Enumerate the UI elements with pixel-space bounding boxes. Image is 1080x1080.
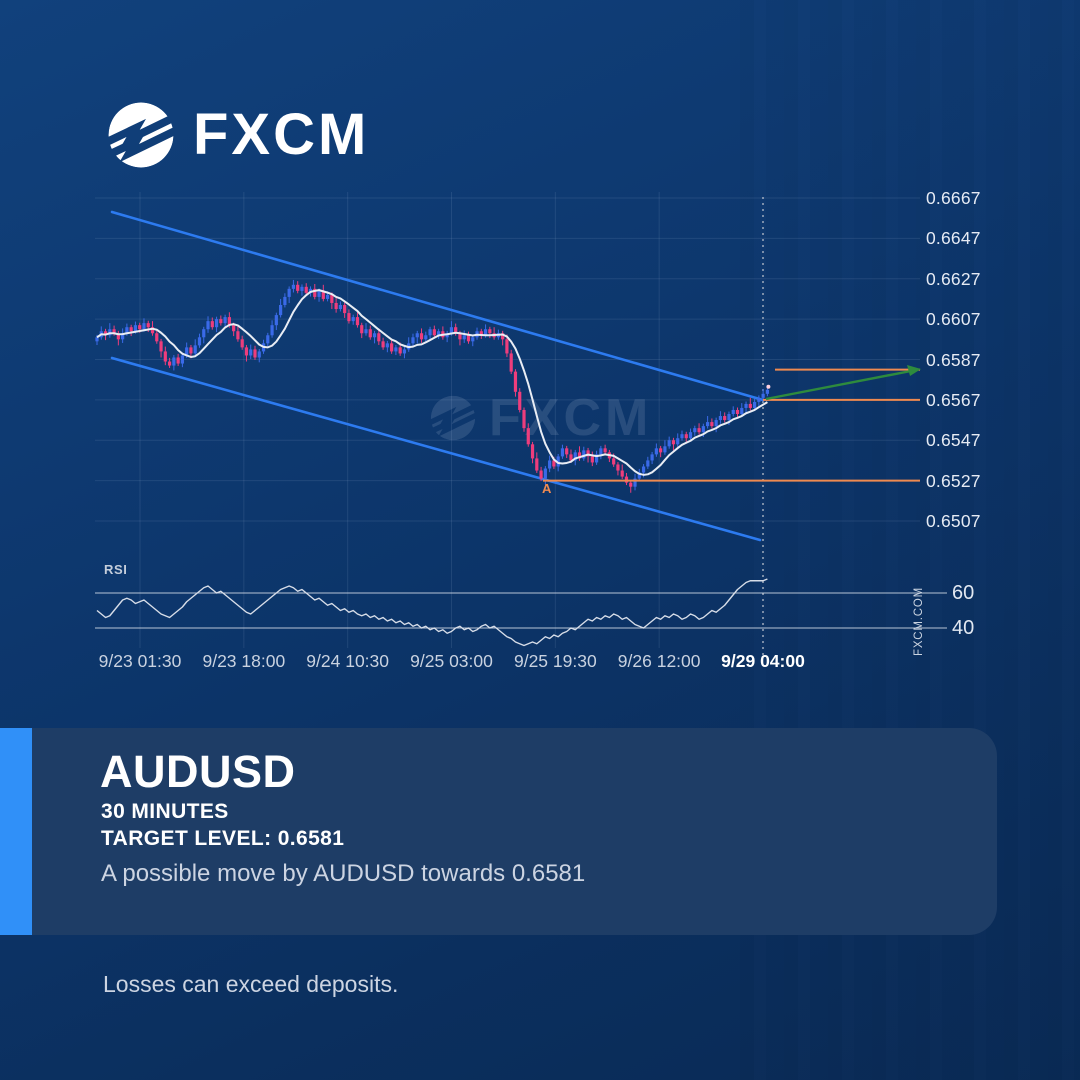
price-axis-label: 0.6627 <box>926 268 981 289</box>
price-axis-label: 0.6527 <box>926 470 981 491</box>
fxcm-logo-icon <box>108 102 174 168</box>
rsi-label: RSI <box>104 562 128 577</box>
fxcm-logo: FXCM <box>103 97 369 173</box>
watermark-text: FXCM <box>489 389 653 447</box>
time-axis-label: 9/24 10:30 <box>306 651 390 671</box>
time-axis-label: 9/25 03:00 <box>410 651 493 671</box>
price-axis-label: 0.6547 <box>926 430 981 451</box>
card-target-level: TARGET LEVEL: 0.6581 <box>101 827 345 850</box>
time-axis-label: 9/26 12:00 <box>617 651 701 671</box>
watermark-logo-icon <box>430 395 476 441</box>
candles <box>95 279 769 493</box>
projection-arrowhead <box>907 365 921 376</box>
price-axis-label: 0.6647 <box>926 228 981 249</box>
time-axis-label: 9/29 04:00 <box>721 651 805 671</box>
marker-a: A <box>542 481 552 496</box>
projection-arrow <box>765 368 917 401</box>
card-title: AUDUSD <box>100 746 296 797</box>
rsi-level-label: 60 <box>952 582 975 604</box>
price-axis-label: 0.6667 <box>926 188 981 208</box>
price-axis-label: 0.6507 <box>926 511 981 531</box>
last-candle-marker <box>766 384 771 389</box>
card-timeframe: 30 MINUTES <box>101 800 229 823</box>
price-axis-label: 0.6567 <box>926 389 981 410</box>
fxcm-com-vertical-text: FXCM.COM <box>913 586 925 656</box>
time-axis-label: 9/25 19:30 <box>513 651 597 671</box>
chart-watermark: FXCM <box>427 392 652 444</box>
rsi-line <box>96 578 768 647</box>
fxcm-logo-text: FXCM <box>193 102 370 167</box>
price-axis-label: 0.6607 <box>926 309 981 330</box>
signal-card: AUDUSD 30 MINUTES TARGET LEVEL: 0.6581 A… <box>0 728 997 935</box>
channel-upper <box>110 210 765 402</box>
price-axis-label: 0.6587 <box>926 349 981 370</box>
time-axis-label: 9/23 01:30 <box>98 651 182 671</box>
rsi-level-label: 40 <box>952 617 975 639</box>
disclaimer-text: Losses can exceed deposits. <box>103 971 399 997</box>
moving-average-line <box>96 289 768 476</box>
card-description: A possible move by AUDUSD towards 0.6581 <box>101 860 586 887</box>
channel-lower <box>110 356 762 542</box>
card-accent-bar <box>0 728 32 935</box>
time-axis-label: 9/23 18:00 <box>202 651 286 671</box>
